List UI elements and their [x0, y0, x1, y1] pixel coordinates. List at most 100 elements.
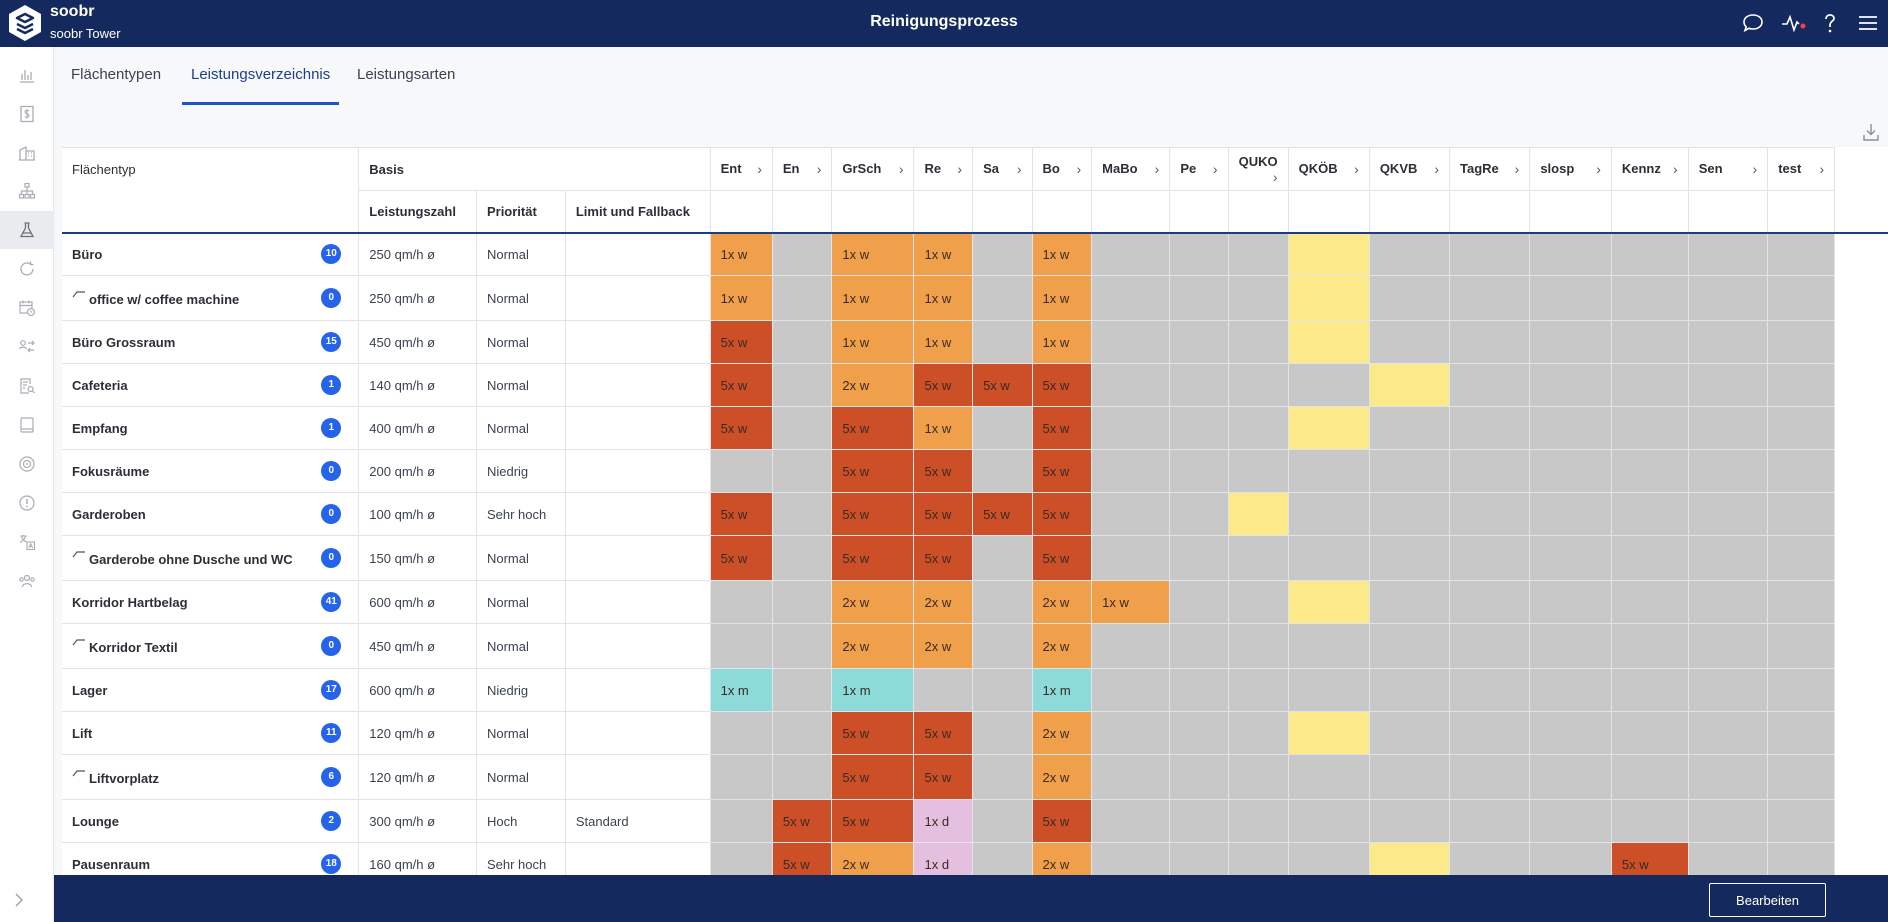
- chevron-right-icon[interactable]: ›: [1752, 161, 1758, 177]
- service-frequency-cell[interactable]: [1287, 363, 1370, 407]
- service-frequency-cell[interactable]: 1x w: [709, 275, 773, 321]
- service-frequency-cell[interactable]: [972, 580, 1033, 624]
- service-frequency-cell[interactable]: [1287, 406, 1370, 450]
- service-frequency-cell[interactable]: [1169, 754, 1229, 800]
- limit-cell[interactable]: [564, 363, 711, 407]
- service-frequency-cell[interactable]: 5x w: [771, 799, 833, 843]
- service-frequency-cell[interactable]: [1610, 535, 1689, 581]
- flaechentyp-cell[interactable]: Lift 11: [62, 711, 360, 755]
- service-frequency-cell[interactable]: 1x w: [1091, 580, 1171, 624]
- service-frequency-cell[interactable]: [1529, 668, 1612, 712]
- service-frequency-cell[interactable]: [1687, 668, 1769, 712]
- service-frequency-cell[interactable]: [1529, 580, 1612, 624]
- service-frequency-cell[interactable]: [1448, 711, 1531, 755]
- chevron-right-icon[interactable]: ›: [1354, 161, 1359, 177]
- service-frequency-cell[interactable]: [1448, 363, 1531, 407]
- service-frequency-cell[interactable]: [1227, 580, 1289, 624]
- service-frequency-cell[interactable]: [1368, 492, 1451, 536]
- service-frequency-cell[interactable]: 5x w: [913, 535, 974, 581]
- service-frequency-cell[interactable]: 5x w: [771, 842, 833, 875]
- sidebar-expand-icon[interactable]: [12, 893, 26, 907]
- leistungszahl-cell[interactable]: 140 qm/h ø: [358, 363, 477, 407]
- service-frequency-cell[interactable]: [1687, 406, 1769, 450]
- service-frequency-cell[interactable]: 1x w: [831, 232, 915, 276]
- service-frequency-cell[interactable]: [1687, 754, 1769, 800]
- service-frequency-cell[interactable]: 5x w: [913, 363, 974, 407]
- service-frequency-cell[interactable]: 1x w: [1031, 275, 1093, 321]
- chevron-right-icon[interactable]: ›: [1514, 161, 1520, 177]
- service-frequency-cell[interactable]: [771, 492, 833, 536]
- service-frequency-cell[interactable]: 2x w: [1031, 580, 1093, 624]
- service-frequency-cell[interactable]: [1529, 320, 1612, 364]
- service-frequency-cell[interactable]: [1169, 799, 1229, 843]
- service-frequency-cell[interactable]: [1529, 711, 1612, 755]
- service-frequency-cell[interactable]: 1x m: [709, 668, 773, 712]
- table-row[interactable]: Fokusräume 0 200 qm/h ø Niedrig 5x w 5x w 5x w: [62, 449, 1888, 493]
- prioritaet-cell[interactable]: Hoch: [475, 799, 566, 843]
- table-row[interactable]: Empfang 1 400 qm/h ø Normal 5x w 5x w 1x w 5x w: [62, 406, 1888, 450]
- service-frequency-cell[interactable]: 5x w: [913, 711, 974, 755]
- prioritaet-cell[interactable]: Sehr hoch: [475, 492, 566, 536]
- service-frequency-cell[interactable]: [1091, 492, 1171, 536]
- limit-cell[interactable]: [564, 320, 711, 364]
- service-frequency-cell[interactable]: [771, 406, 833, 450]
- service-frequency-cell[interactable]: [1169, 535, 1229, 581]
- limit-cell[interactable]: [564, 580, 711, 624]
- service-frequency-cell[interactable]: 5x w: [709, 406, 773, 450]
- table-row[interactable]: Lift 11 120 qm/h ø Normal 5x w 5x w 2x w: [62, 711, 1888, 755]
- service-frequency-cell[interactable]: 5x w: [831, 535, 915, 581]
- service-frequency-cell[interactable]: [1169, 668, 1229, 712]
- service-frequency-cell[interactable]: 5x w: [709, 363, 773, 407]
- service-frequency-cell[interactable]: [1287, 842, 1370, 875]
- prioritaet-cell[interactable]: Niedrig: [475, 449, 566, 493]
- table-row[interactable]: Büro 10 250 qm/h ø Normal 1x w 1x w 1x w 1x w: [62, 232, 1888, 276]
- table-row[interactable]: Cafeteria 1 140 qm/h ø Normal 5x w 2x w 5x w 5x…: [62, 363, 1888, 407]
- service-frequency-cell[interactable]: [1368, 275, 1451, 321]
- service-frequency-cell[interactable]: [1227, 623, 1289, 669]
- flaechentyp-cell[interactable]: Fokusräume 0: [62, 449, 360, 493]
- service-frequency-cell[interactable]: [709, 711, 773, 755]
- service-frequency-cell[interactable]: [1091, 623, 1171, 669]
- service-frequency-cell[interactable]: 5x w: [1031, 449, 1093, 493]
- service-frequency-cell[interactable]: [1227, 492, 1289, 536]
- service-frequency-cell[interactable]: [1610, 275, 1689, 321]
- service-frequency-cell[interactable]: [1227, 535, 1289, 581]
- limit-cell[interactable]: [564, 754, 711, 800]
- flaechentyp-cell[interactable]: office w/ coffee machine 0: [62, 275, 360, 321]
- service-frequency-cell[interactable]: [1687, 535, 1769, 581]
- service-frequency-cell[interactable]: 5x w: [913, 492, 974, 536]
- service-frequency-cell[interactable]: [771, 668, 833, 712]
- service-frequency-cell[interactable]: [1767, 535, 1836, 581]
- service-frequency-cell[interactable]: [1767, 320, 1836, 364]
- service-frequency-cell[interactable]: [1368, 232, 1451, 276]
- chevron-right-icon[interactable]: ›: [1819, 161, 1825, 177]
- service-frequency-cell[interactable]: [1767, 363, 1836, 407]
- service-frequency-cell[interactable]: [1368, 449, 1451, 493]
- service-frequency-cell[interactable]: [1448, 232, 1531, 276]
- chevron-right-icon[interactable]: ›: [816, 161, 822, 177]
- service-frequency-cell[interactable]: [771, 232, 833, 276]
- sidebar-item-cycles[interactable]: [0, 250, 54, 288]
- service-frequency-cell[interactable]: [1227, 320, 1289, 364]
- chevron-right-icon[interactable]: ›: [1434, 161, 1439, 177]
- service-frequency-cell[interactable]: 5x w: [913, 754, 974, 800]
- leistungszahl-cell[interactable]: 100 qm/h ø: [358, 492, 477, 536]
- service-frequency-cell[interactable]: [1169, 275, 1229, 321]
- service-frequency-cell[interactable]: [1368, 711, 1451, 755]
- service-frequency-cell[interactable]: [1687, 799, 1769, 843]
- service-frequency-cell[interactable]: [1610, 668, 1689, 712]
- sidebar-item-translations[interactable]: [0, 523, 54, 561]
- service-frequency-cell[interactable]: [1767, 842, 1836, 875]
- service-frequency-cell[interactable]: [1287, 275, 1370, 321]
- flaechentyp-cell[interactable]: Büro 10: [62, 232, 360, 276]
- service-frequency-cell[interactable]: [1687, 492, 1769, 536]
- service-frequency-cell[interactable]: [1767, 492, 1836, 536]
- service-frequency-cell[interactable]: [1169, 842, 1229, 875]
- chevron-right-icon[interactable]: ›: [1272, 168, 1278, 185]
- service-frequency-cell[interactable]: [1227, 842, 1289, 875]
- service-frequency-cell[interactable]: 5x w: [1031, 799, 1093, 843]
- service-frequency-cell[interactable]: 5x w: [1031, 535, 1093, 581]
- service-frequency-cell[interactable]: [709, 754, 773, 800]
- limit-cell[interactable]: [564, 535, 711, 581]
- service-frequency-cell[interactable]: 2x w: [1031, 754, 1093, 800]
